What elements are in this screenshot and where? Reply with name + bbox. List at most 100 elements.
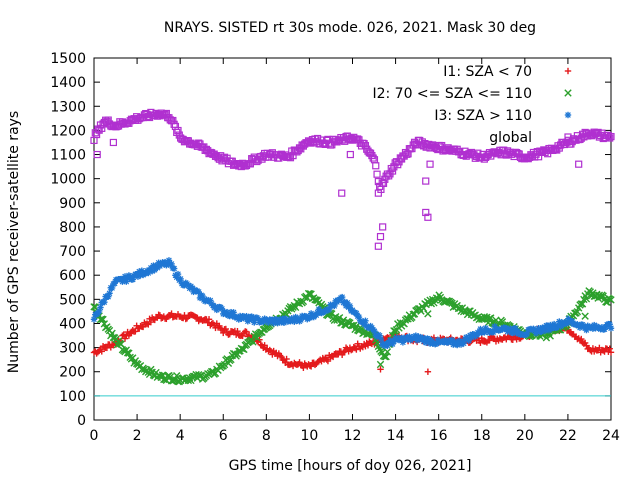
y-tick-label: 1400 [50,75,86,91]
data-point [569,318,576,324]
data-point [356,314,362,320]
data-point [575,160,583,168]
data-point [352,322,361,330]
data-point [140,365,149,373]
data-point [422,177,430,185]
data-point [311,296,319,304]
data-point [117,340,125,348]
data-point [369,154,377,162]
data-point [304,289,313,298]
x-tick-label: 20 [516,428,534,444]
data-point [185,374,194,382]
x-tick-label: 12 [344,428,362,444]
data-point [177,276,184,282]
legend-label: I2: 70 <= SZA <= 110 [372,86,532,102]
y-tick-label: 1200 [50,123,86,139]
data-point [374,189,382,197]
data-point [607,296,615,304]
data-point [425,336,432,343]
data-point [166,373,174,381]
data-point [240,345,248,354]
data-point [131,357,140,365]
data-point [103,323,111,331]
data-point [428,295,437,304]
data-point [491,323,498,330]
data-point [415,333,422,340]
data-point [379,223,387,231]
data-point [378,336,384,342]
legend: I1: SZA < 70 I2: 70 <= SZA <= 110 I3: SZA … [372,64,572,146]
data-point [376,360,385,369]
data-point [90,303,98,311]
x-tick-label: 22 [559,428,577,444]
data-point [419,334,426,341]
data-point [379,179,388,188]
data-point [381,353,389,361]
legend-label: I1: SZA < 70 [443,64,532,80]
data-point [551,321,557,327]
data-point [546,332,554,340]
data-point [565,112,571,118]
data-point [424,213,432,221]
data-point [170,120,178,128]
data-point [175,271,181,277]
data-point [600,134,609,142]
data-point [542,334,551,342]
data-point [147,365,155,374]
data-point [608,325,614,332]
data-point [307,290,315,298]
x-tick-label: 4 [176,428,185,444]
data-point [396,318,405,327]
data-point [586,288,595,296]
x-tick-label: 8 [262,428,271,444]
data-point [419,304,428,313]
data-point [428,337,435,344]
y-tick-label: 600 [59,268,86,284]
x-tick-label: 2 [133,428,142,444]
data-point [341,299,348,305]
data-point [435,291,443,299]
data-point [138,267,145,274]
y-tick-label: 1100 [50,148,86,164]
data-point [578,300,587,308]
data-point [542,328,548,334]
x-tick-label: 10 [301,428,319,444]
data-point [413,332,419,339]
chart-title: NRAYS. SISTED rt 30s mode. 026, 2021. Ma… [164,20,536,36]
data-point [91,303,99,311]
x-axis-label: GPS time [hours of doy 026, 2021] [229,458,472,474]
data-point [436,293,445,302]
x-tick-label: 14 [387,428,405,444]
data-point [535,325,542,332]
data-point [347,303,353,309]
data-point [101,299,108,306]
data-point [512,325,519,332]
data-point [581,312,589,320]
data-point [606,134,614,142]
data-point [515,328,521,334]
y-tick-label: 900 [59,196,86,212]
data-point [127,273,134,280]
data-point [424,310,432,318]
data-point [185,282,192,289]
data-point [376,332,383,339]
data-point [477,326,484,332]
y-axis-label: Number of GPS receiver-satellite rays [6,111,22,373]
data-point [335,313,344,322]
y-tick-label: 200 [59,365,86,381]
data-point [339,316,348,324]
data-point [230,309,237,316]
y-tick-label: 1500 [50,51,86,67]
data-point [308,310,314,317]
data-point [173,372,181,380]
data-point [97,304,104,311]
data-point [316,306,322,313]
data-point [108,329,116,337]
data-point [155,259,162,266]
legend-label: global [489,130,532,146]
data-point [482,325,489,331]
data-point [93,150,101,159]
y-tick-label: 500 [59,292,86,308]
data-point [331,303,338,309]
